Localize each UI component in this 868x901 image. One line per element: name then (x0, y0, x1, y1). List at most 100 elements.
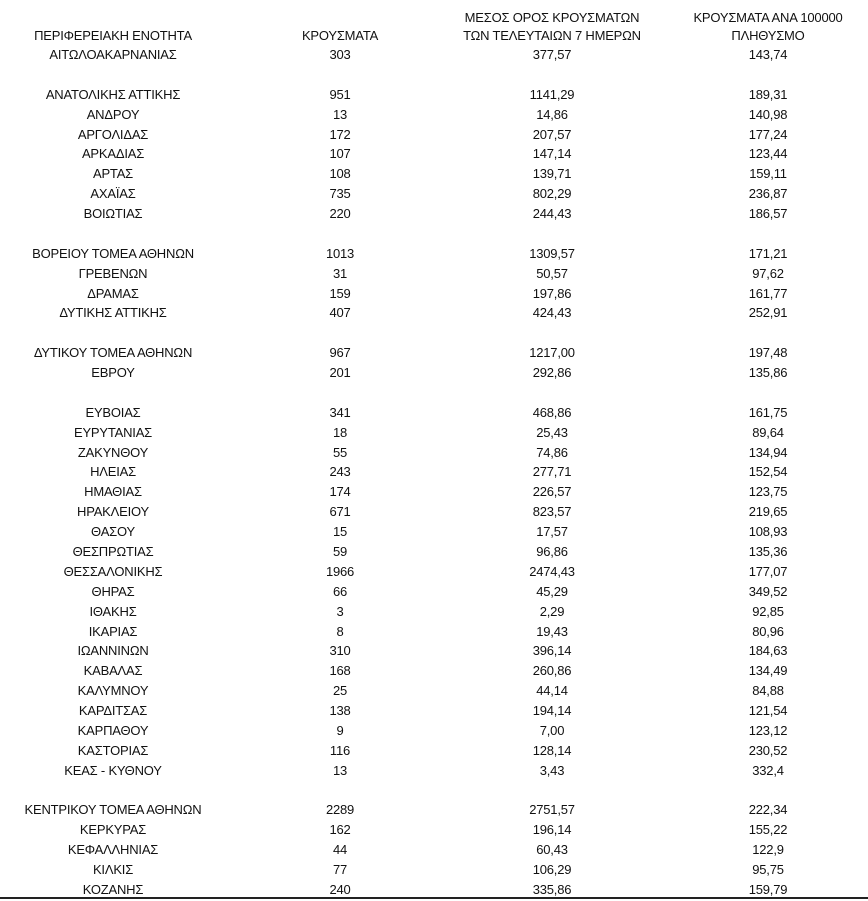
seven-day-average: 128,14 (532, 742, 572, 758)
cases-per-100k: 177,07 (748, 563, 788, 579)
seven-day-average: 2751,57 (529, 802, 575, 818)
cases: 18 (332, 424, 348, 440)
header-cell: ΚΡΟΥΣΜΑΤΑ ΑΝΑ 100000 (693, 10, 843, 25)
region-name: ΑΡΤΑΣ (92, 166, 134, 182)
cases-per-100k: 135,36 (748, 544, 788, 559)
region-name: ΚΑΡΔΙΤΣΑΣ (78, 703, 148, 719)
cases-per-100k: 92,85 (752, 603, 784, 619)
cases: 172 (329, 126, 351, 142)
region-name: ΒΟΙΩΤΙΑΣ (83, 206, 143, 222)
cases: 66 (332, 583, 348, 599)
seven-day-average: 194,14 (532, 703, 572, 719)
cases-per-100k: 97,62 (752, 265, 784, 281)
seven-day-average: 260,86 (532, 663, 572, 679)
region-name: ΚΙΛΚΙΣ (92, 862, 134, 878)
cases-per-100k: 161,75 (748, 404, 788, 420)
region-name: ΗΜΑΘΙΑΣ (84, 484, 142, 500)
cases: 174 (329, 484, 351, 500)
region-name: ΘΕΣΣΑΛΟΝΙΚΗΣ (63, 563, 163, 579)
seven-day-average: 244,43 (532, 206, 572, 222)
seven-day-average: 1217,00 (529, 345, 575, 361)
cases-per-100k: 177,24 (748, 126, 788, 142)
seven-day-average: 292,86 (532, 365, 572, 381)
cases: 108 (329, 166, 351, 182)
cases-per-100k: 252,91 (748, 305, 788, 321)
seven-day-average: 19,43 (536, 623, 568, 639)
region-name: ΕΥΡΥΤΑΝΙΑΣ (73, 424, 153, 440)
cases-per-100k: 349,52 (748, 583, 788, 599)
cases-per-100k: 89,64 (752, 424, 784, 440)
seven-day-average: 74,86 (536, 444, 568, 460)
cases: 44 (332, 842, 348, 858)
cases: 2289 (325, 802, 355, 818)
cases-per-100k: 123,12 (748, 722, 788, 738)
cases: 407 (329, 305, 351, 321)
cases: 8 (336, 623, 344, 639)
cases-per-100k: 171,21 (748, 245, 788, 261)
cases-per-100k: 155,22 (748, 822, 788, 838)
cases-per-100k: 143,74 (748, 47, 788, 62)
cases-per-100k: 222,34 (748, 802, 788, 818)
header-cell: ΠΛΗΘΥΣΜΟ (731, 28, 805, 43)
region-name: ΙΘΑΚΗΣ (89, 603, 137, 619)
seven-day-average: 106,29 (532, 862, 572, 878)
region-name: ΑΧΑΪΑΣ (90, 186, 136, 202)
cases-per-100k: 332,4 (752, 762, 784, 778)
cases: 159 (329, 285, 351, 301)
bottom-rule (0, 897, 868, 899)
cases: 671 (329, 504, 351, 520)
cases: 243 (329, 464, 351, 480)
region-name: ΕΥΒΟΙΑΣ (85, 404, 141, 420)
region-name: ΖΑΚΥΝΘΟΥ (77, 444, 149, 460)
region-name: ΑΝΔΡΟΥ (86, 106, 140, 122)
cases-per-100k: 95,75 (752, 862, 784, 878)
region-name: ΚΟΖΑΝΗΣ (82, 881, 144, 897)
header-cell: ΜΕΣΟΣ ΟΡΟΣ ΚΡΟΥΣΜΑΤΩΝ (464, 10, 640, 25)
region-name: ΕΒΡΟΥ (91, 365, 135, 381)
cases: 1013 (325, 245, 355, 261)
cases: 201 (329, 365, 351, 381)
seven-day-average: 139,71 (532, 166, 572, 182)
cases: 967 (329, 345, 351, 361)
seven-day-average: 45,29 (536, 583, 568, 599)
header-cell: ΚΡΟΥΣΜΑΤΑ (301, 28, 379, 43)
cases-per-100k: 189,31 (748, 86, 788, 102)
cases-per-100k: 159,79 (748, 881, 788, 897)
cases: 951 (329, 86, 351, 102)
cases-per-100k: 80,96 (752, 623, 784, 639)
cases-per-100k: 140,98 (748, 106, 788, 122)
seven-day-average: 1141,29 (529, 86, 575, 102)
cases-per-100k: 123,75 (748, 484, 788, 500)
seven-day-average: 207,57 (532, 126, 572, 142)
cases: 735 (329, 186, 351, 202)
region-name: ΑΡΓΟΛΙΔΑΣ (77, 126, 149, 142)
seven-day-average: 226,57 (532, 484, 572, 500)
cases: 55 (332, 444, 348, 460)
region-name: ΘΗΡΑΣ (91, 583, 135, 599)
cases-per-100k: 84,88 (752, 683, 784, 699)
region-name: ΚΕΑΣ - ΚΥΘΝΟΥ (64, 762, 162, 778)
region-name: ΑΙΤΩΛΟΑΚΑΡΝΑΝΙΑΣ (49, 47, 177, 62)
seven-day-average: 60,43 (536, 842, 568, 858)
region-name: ΗΡΑΚΛΕΙΟΥ (77, 504, 149, 520)
region-name: ΔΡΑΜΑΣ (87, 285, 139, 301)
seven-day-average: 50,57 (536, 265, 568, 281)
cases: 77 (332, 862, 348, 878)
seven-day-average: 147,14 (532, 146, 572, 162)
region-name: ΙΚΑΡΙΑΣ (88, 623, 138, 639)
seven-day-average: 7,00 (539, 722, 565, 738)
cases: 3 (336, 603, 344, 619)
seven-day-average: 25,43 (536, 424, 568, 440)
seven-day-average: 197,86 (532, 285, 572, 301)
cases-per-100k: 219,65 (748, 504, 788, 520)
region-name: ΚΕΝΤΡΙΚΟΥ ΤΟΜΕΑ ΑΘΗΝΩΝ (24, 802, 202, 818)
seven-day-average: 96,86 (536, 544, 568, 559)
region-name: ΚΑΣΤΟΡΙΑΣ (77, 742, 149, 758)
region-name: ΑΝΑΤΟΛΙΚΗΣ ΑΤΤΙΚΗΣ (45, 86, 181, 102)
seven-day-average: 3,43 (539, 762, 565, 778)
cases: 13 (332, 106, 348, 122)
region-name: ΚΑΛΥΜΝΟΥ (77, 683, 149, 699)
seven-day-average: 17,57 (536, 524, 568, 540)
cases-per-100k: 108,93 (748, 524, 788, 540)
